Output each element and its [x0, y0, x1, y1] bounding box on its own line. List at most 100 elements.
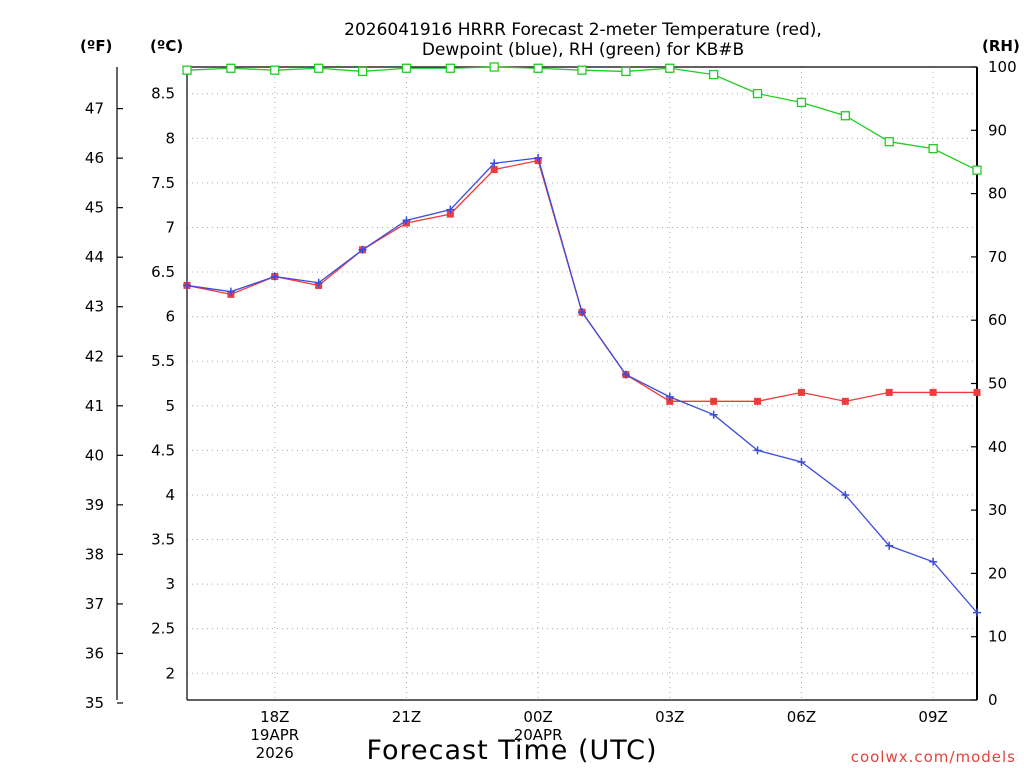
rh-point [884, 137, 894, 147]
dewpoint-point [402, 216, 411, 225]
rh-point [621, 66, 631, 77]
rh-tick-label: 40 [988, 438, 1007, 456]
fahrenheit-tick-label: 37 [85, 595, 104, 613]
dewpoint-point [665, 392, 674, 401]
rh-point [445, 63, 455, 73]
rh-point [665, 63, 675, 73]
rh-tick-label: 80 [988, 185, 1007, 203]
rh-series [182, 62, 982, 175]
x-tick-label: 09Z [918, 708, 947, 726]
dewpoint-point [753, 446, 762, 455]
dewpoint-line [186, 157, 978, 614]
celsius-tick-label: 7 [165, 218, 175, 236]
rh-point [752, 88, 763, 99]
rh-point [182, 65, 192, 75]
celsius-tick-label: 8 [165, 129, 175, 147]
rh-point [533, 63, 543, 73]
x-tick-label: 2026 [256, 744, 294, 762]
rh-point [709, 69, 719, 80]
celsius-tick-label: 3.5 [151, 531, 175, 549]
rh-line [186, 66, 978, 171]
rh-tick-label: 50 [988, 375, 1007, 393]
fahrenheit-tick-label: 35 [85, 694, 104, 712]
celsius-tick-label: 8.5 [151, 85, 175, 103]
rh-point [270, 65, 280, 75]
temperature-point [973, 388, 981, 396]
dewpoint-point [973, 608, 981, 617]
rh-unit-label: (RH) [982, 37, 1020, 55]
temperature-point [929, 388, 937, 396]
title-line-1: 2026041916 HRRR Forecast 2-meter Tempera… [344, 20, 822, 40]
temperature-point [754, 397, 762, 405]
rh-tick-label: 90 [988, 121, 1007, 139]
rh-point [226, 63, 236, 73]
celsius-tick-label: 5 [165, 397, 175, 415]
fahrenheit-tick-label: 40 [85, 446, 104, 464]
temperature-point [797, 388, 805, 396]
dewpoint-point [358, 245, 367, 254]
dewpoint-point [226, 287, 235, 296]
title-line-2: Dewpoint (blue), RH (green) for KB#B [422, 40, 744, 60]
rh-tick-label: 10 [988, 628, 1007, 646]
dewpoint-point [183, 281, 191, 290]
celsius-unit-label: (ºC) [150, 37, 183, 55]
temperature-point [446, 210, 454, 218]
chart-title: 2026041916 HRRR Forecast 2-meter Tempera… [344, 20, 822, 60]
dewpoint-point [490, 159, 499, 168]
rh-point [928, 144, 938, 154]
celsius-tick-label: 4 [165, 486, 175, 504]
rh-tick-label: 70 [988, 248, 1007, 266]
dewpoint-point [621, 370, 630, 379]
dewpoint-point [797, 457, 806, 466]
celsius-tick-label: 7.5 [151, 174, 175, 192]
rh-point [577, 65, 587, 75]
rh-point [489, 62, 499, 72]
dewpoint-point [885, 541, 894, 550]
rh-tick-label: 100 [988, 58, 1017, 76]
fahrenheit-tick-label: 44 [85, 248, 104, 266]
dewpoint-point [929, 557, 938, 566]
dewpoint-point [841, 490, 850, 499]
x-tick-label: 18Z [260, 708, 289, 726]
dewpoint-point [314, 278, 323, 287]
rh-tick-label: 30 [988, 501, 1007, 519]
dewpoint-point [578, 308, 586, 317]
celsius-tick-label: 4.5 [151, 441, 175, 459]
fahrenheit-tick-label: 47 [85, 100, 104, 118]
x-tick-label: 20APR [514, 726, 563, 744]
series [182, 62, 982, 617]
rh-tick-label: 60 [988, 311, 1007, 329]
fahrenheit-tick-label: 45 [85, 199, 104, 217]
celsius-tick-label: 3 [165, 575, 175, 593]
x-tick-label: 06Z [787, 708, 816, 726]
fahrenheit-unit-label: (ºF) [80, 37, 112, 55]
rh-tick-label: 0 [988, 691, 998, 709]
temperature-point [710, 397, 718, 405]
fahrenheit-tick-label: 41 [85, 397, 104, 415]
celsius-tick-label: 2 [165, 664, 175, 682]
x-tick-label: 00Z [523, 708, 552, 726]
dewpoint-series [183, 153, 981, 617]
x-tick-label: 19APR [250, 726, 299, 744]
rh-point [840, 111, 850, 121]
fahrenheit-tick-label: 46 [85, 149, 104, 167]
rh-point [401, 63, 412, 73]
fahrenheit-tick-label: 43 [85, 298, 104, 316]
dewpoint-point [270, 272, 279, 281]
dewpoint-point [709, 410, 718, 419]
fahrenheit-tick-label: 39 [85, 496, 104, 514]
celsius-tick-label: 2.5 [151, 620, 175, 638]
x-tick-label: 03Z [655, 708, 684, 726]
credit-text: coolwx.com/models [851, 748, 1016, 766]
celsius-tick-label: 6.5 [151, 263, 175, 281]
temperature-point [841, 397, 849, 405]
gridlines [187, 67, 977, 700]
rh-point [796, 97, 807, 108]
temperature-point [885, 388, 893, 396]
x-axis-label: Forecast Time (UTC) [366, 735, 657, 766]
rh-point [357, 66, 368, 77]
x-tick-label: 21Z [392, 708, 421, 726]
rh-point [972, 165, 982, 175]
